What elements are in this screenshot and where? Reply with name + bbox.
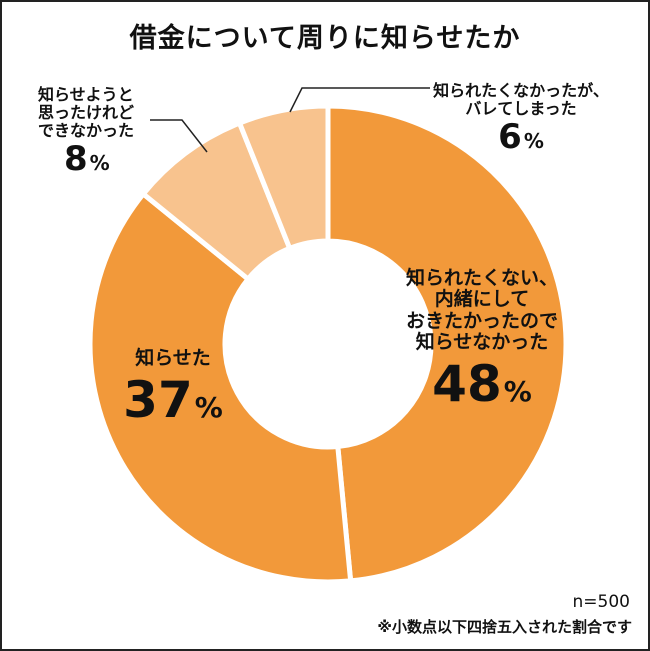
label-secret-line-4: 知らせなかった: [415, 330, 549, 353]
label-tried-line-2: 思ったけれど: [38, 102, 135, 122]
label-secret-unit: %: [503, 375, 532, 409]
label-told-line-1: 知らせた: [135, 347, 211, 369]
label-tried-line-3: できなかった: [38, 120, 135, 140]
label-secret-value: 48: [432, 355, 502, 414]
rounding-note: ※小数点以下四捨五入された割合です: [377, 618, 632, 636]
label-tried-unit: %: [89, 150, 110, 175]
label-found-percent: 6%: [406, 120, 636, 154]
label-tried-line-1: 知らせようと: [38, 85, 134, 104]
label-secret-percent: 48%: [362, 359, 602, 409]
label-found-line-1: 知られたくなかったが、: [433, 81, 609, 100]
label-tried: 知らせようと 思ったけれど できなかった 8%: [38, 86, 188, 176]
label-found-unit: %: [523, 128, 544, 153]
sample-size-note: n=500: [572, 592, 630, 612]
label-found-line-2: バレてしまった: [465, 98, 577, 118]
label-found: 知られたくなかったが、 バレてしまった 6%: [406, 82, 636, 154]
leader-line-tried: [150, 119, 208, 153]
label-tried-percent: 8%: [38, 142, 188, 176]
label-told-unit: %: [194, 391, 223, 425]
slice-secret: [325, 103, 569, 584]
label-secret-line-1: 知られたくない、: [405, 267, 558, 289]
chart-title: 借金について周りに知らせたか: [129, 23, 521, 54]
leader-line-found: [289, 87, 430, 113]
slice-found: [237, 103, 331, 251]
label-secret-line-2: 内緒にして: [434, 288, 530, 311]
label-found-value: 6: [498, 116, 522, 157]
label-told-percent: 37%: [98, 375, 248, 425]
label-told-value: 37: [123, 371, 193, 430]
slice-told: [87, 191, 354, 585]
label-secret-line-3: おきたかったので: [405, 309, 558, 332]
label-tried-value: 8: [64, 138, 88, 179]
label-secret: 知られたくない、 内緒にして おきたかったので 知らせなかった 48%: [362, 267, 602, 409]
label-told: 知らせた 37%: [98, 347, 248, 425]
